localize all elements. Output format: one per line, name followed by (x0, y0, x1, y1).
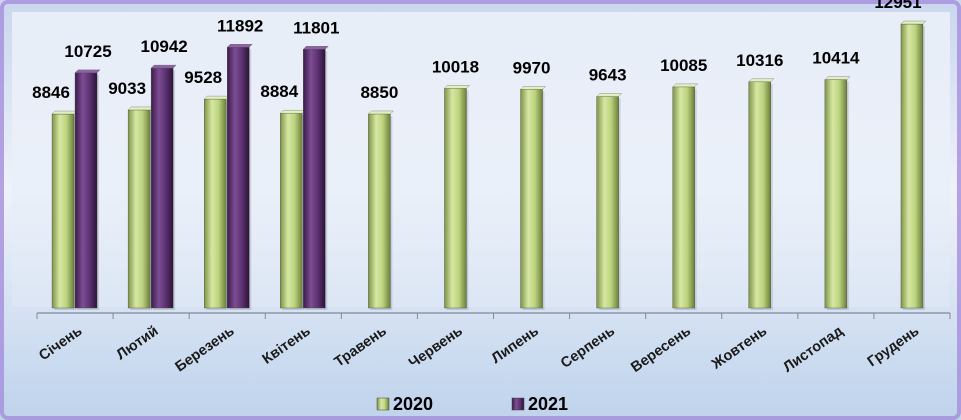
bar-2020-10 (748, 78, 775, 310)
x-axis-ticks (36, 313, 951, 319)
legend-swatch-2020 (376, 397, 390, 411)
data-label-2020-4: 8884 (260, 82, 298, 101)
legend-item-2020: 2020 (376, 394, 433, 414)
bar-2021-4 (302, 46, 329, 311)
legend-label-2020: 2020 (393, 394, 433, 414)
bar-2020-6 (444, 85, 470, 311)
data-label-2020-5: 8850 (360, 83, 398, 102)
data-label-2020-11: 10414 (812, 49, 860, 68)
bar-2020-7 (520, 86, 546, 310)
bar-2020-9 (672, 83, 699, 310)
bar-2020-4 (279, 110, 306, 310)
bars-layer (51, 20, 927, 311)
bar-2021-2 (150, 64, 177, 310)
data-label-2020-9: 10085 (660, 56, 707, 75)
data-label-2020-7: 9970 (513, 58, 551, 77)
bar-2020-12 (900, 20, 927, 311)
bar-2020-11 (824, 76, 851, 310)
data-label-2021-3: 11892 (217, 16, 263, 35)
legend-item-2021: 2021 (511, 394, 568, 414)
data-label-2020-1: 8846 (32, 83, 70, 102)
data-label-2020-10: 10316 (736, 51, 783, 70)
bar-2020-5 (368, 110, 394, 310)
bar-2020-1 (51, 110, 78, 310)
data-label-2020-8: 9643 (589, 66, 627, 85)
data-label-2021-2: 10942 (140, 37, 187, 56)
legend: 2020 2021 (376, 394, 568, 414)
data-label-2020-12: 12951 (874, 0, 921, 12)
data-label-2021-4: 11801 (293, 18, 339, 37)
bar-2021-3 (226, 44, 253, 310)
bar-2020-2 (127, 106, 154, 310)
bar-2020-8 (596, 93, 622, 310)
bar-2020-3 (203, 95, 230, 310)
data-labels-layer: 8846 10725 9033 10942 9528 11892 8884 11801 8850… (32, 0, 921, 102)
data-label-2020-6: 10018 (432, 57, 479, 76)
data-label-2020-2: 9033 (108, 79, 146, 98)
data-label-2020-3: 9528 (184, 68, 222, 87)
data-label-2021-1: 10725 (64, 42, 111, 61)
legend-label-2021: 2021 (528, 394, 568, 414)
legend-swatch-2021 (511, 397, 525, 411)
bar-2021-1 (74, 69, 101, 310)
